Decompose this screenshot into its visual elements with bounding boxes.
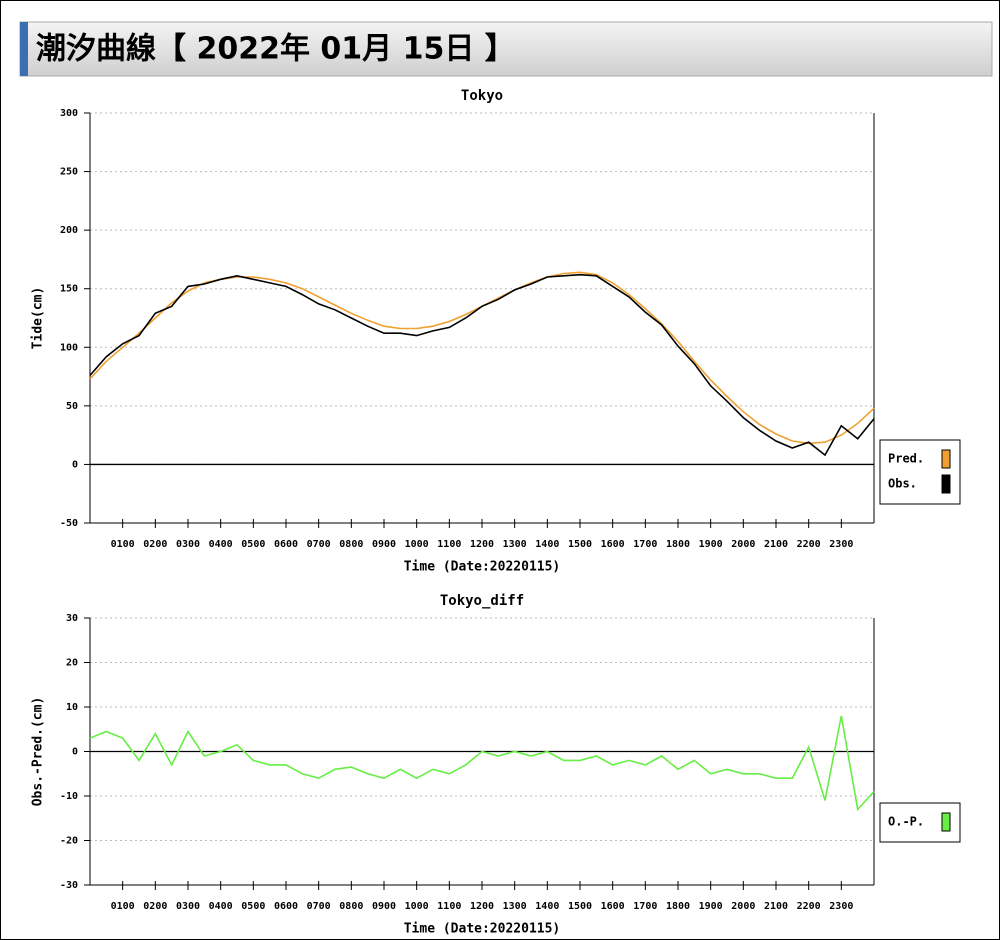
chart-title: Tokyo (461, 88, 503, 104)
x-tick-label: 0900 (372, 539, 396, 550)
y-tick-label: 10 (66, 702, 78, 713)
x-tick-label: 1100 (437, 539, 461, 550)
y-tick-label: 250 (60, 167, 78, 178)
x-tick-label: 1200 (470, 901, 494, 912)
x-tick-label: 2300 (829, 539, 853, 550)
x-tick-label: 0600 (274, 539, 298, 550)
x-tick-label: 1700 (633, 539, 657, 550)
x-tick-label: 0700 (307, 901, 331, 912)
x-tick-label: 0100 (111, 539, 135, 550)
x-tick-label: 2100 (764, 901, 788, 912)
x-tick-label: 0800 (339, 539, 363, 550)
x-tick-label: 2000 (731, 539, 755, 550)
x-tick-label: 2200 (797, 539, 821, 550)
x-tick-label: 0500 (241, 539, 265, 550)
header-title: 潮汐曲線【 2022年 01月 15日 】 (36, 32, 515, 67)
y-axis-label: Obs.-Pred.(cm) (31, 697, 46, 807)
x-axis-label: Time (Date:20220115) (404, 560, 561, 575)
x-tick-label: 1200 (470, 539, 494, 550)
x-tick-label: 1000 (405, 539, 429, 550)
x-tick-label: 0900 (372, 901, 396, 912)
y-tick-label: -30 (60, 880, 78, 891)
header-accent (20, 22, 28, 76)
x-tick-label: 2300 (829, 901, 853, 912)
x-tick-label: 1700 (633, 901, 657, 912)
y-tick-label: 20 (66, 658, 78, 669)
x-tick-label: 1400 (535, 901, 559, 912)
legend-swatch (941, 812, 951, 832)
y-tick-label: 0 (72, 747, 78, 758)
x-tick-label: 0600 (274, 901, 298, 912)
x-tick-label: 0400 (209, 539, 233, 550)
x-tick-label: 0700 (307, 539, 331, 550)
x-tick-label: 1900 (699, 901, 723, 912)
x-tick-label: 1900 (699, 539, 723, 550)
y-tick-label: 0 (72, 459, 78, 470)
x-tick-label: 1500 (568, 901, 592, 912)
x-tick-label: 1800 (666, 539, 690, 550)
x-tick-label: 0200 (143, 901, 167, 912)
x-tick-label: 2000 (731, 901, 755, 912)
legend-label: O.-P. (888, 815, 924, 829)
y-tick-label: 200 (60, 225, 78, 236)
x-tick-label: 1300 (503, 901, 527, 912)
legend-swatch (941, 449, 951, 469)
x-tick-label: 1300 (503, 539, 527, 550)
y-tick-label: -20 (60, 836, 78, 847)
x-tick-label: 2100 (764, 539, 788, 550)
x-tick-label: 0300 (176, 901, 200, 912)
y-tick-label: -10 (60, 791, 78, 802)
x-tick-label: 1000 (405, 901, 429, 912)
x-tick-label: 0100 (111, 901, 135, 912)
legend-label: Pred. (888, 452, 924, 466)
y-tick-label: 150 (60, 284, 78, 295)
y-tick-label: -50 (60, 518, 78, 529)
x-tick-label: 2200 (797, 901, 821, 912)
x-tick-label: 0500 (241, 901, 265, 912)
y-tick-label: 300 (60, 108, 78, 119)
y-tick-label: 100 (60, 342, 78, 353)
legend-swatch (941, 474, 951, 494)
y-tick-label: 50 (66, 401, 78, 412)
x-tick-label: 1500 (568, 539, 592, 550)
header-bar (19, 21, 993, 77)
series-line (89, 273, 875, 457)
x-tick-label: 1100 (437, 901, 461, 912)
x-tick-label: 0300 (176, 539, 200, 550)
series-line (89, 715, 875, 812)
legend-label: Obs. (888, 477, 917, 491)
x-tick-label: 0800 (339, 901, 363, 912)
x-tick-label: 1600 (601, 539, 625, 550)
x-tick-label: 0200 (143, 539, 167, 550)
x-tick-label: 1800 (666, 901, 690, 912)
x-tick-label: 0400 (209, 901, 233, 912)
x-tick-label: 1400 (535, 539, 559, 550)
y-tick-label: 30 (66, 613, 78, 624)
x-axis-label: Time (Date:20220115) (404, 922, 561, 937)
y-axis-label: Tide(cm) (31, 287, 46, 350)
x-tick-label: 1600 (601, 901, 625, 912)
chart-title: Tokyo_diff (440, 593, 524, 609)
